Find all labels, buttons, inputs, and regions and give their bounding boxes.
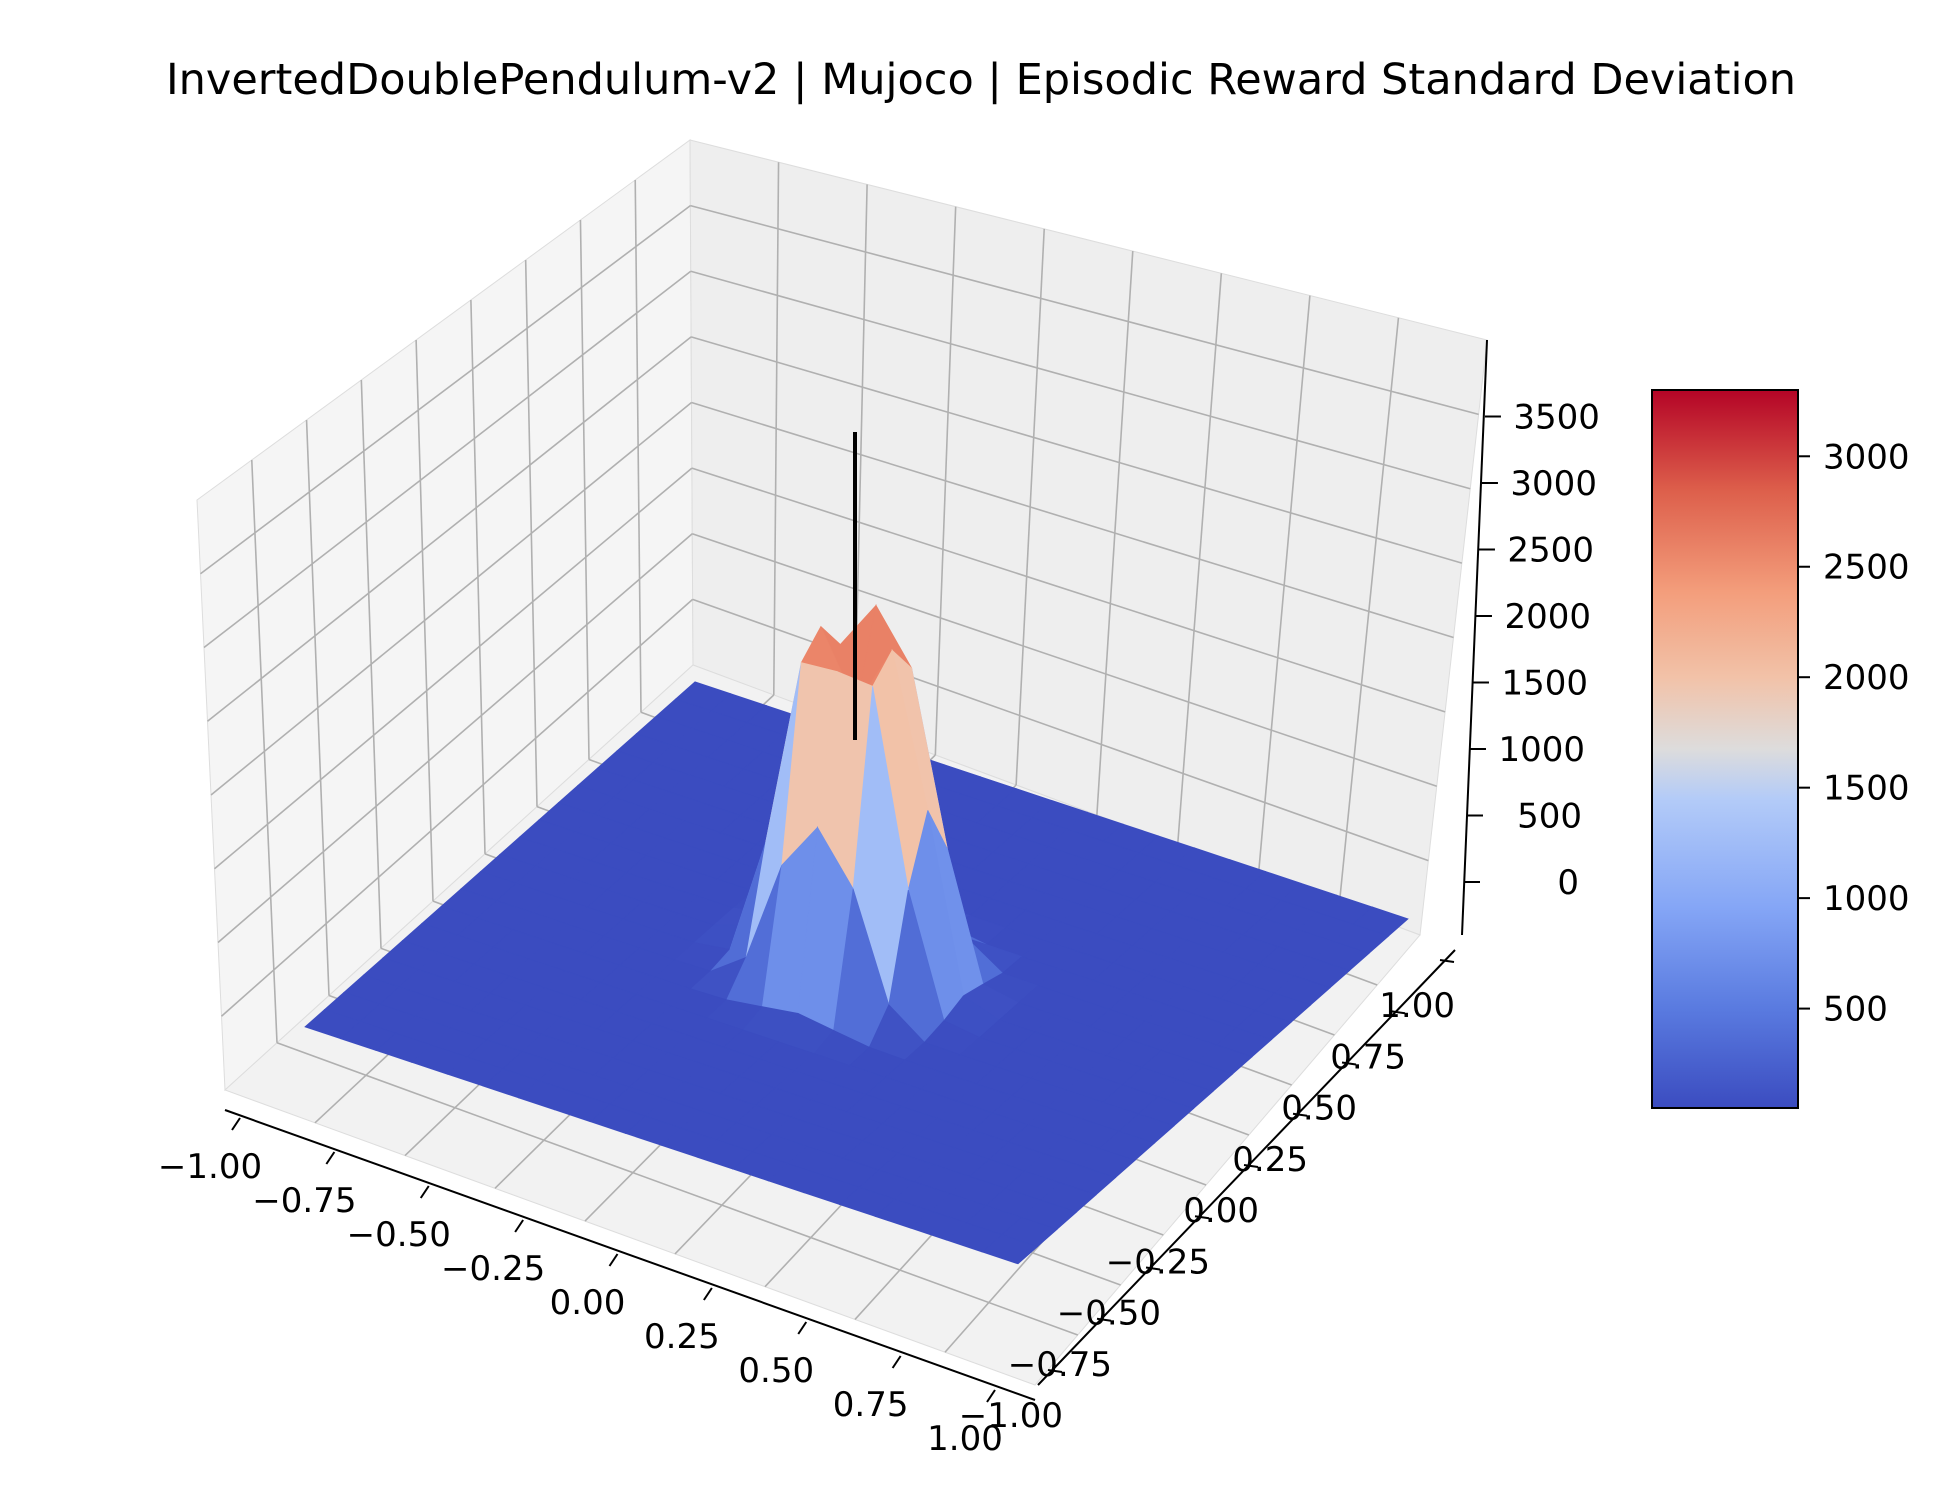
colorbar-tick-label: 2500	[1823, 548, 1910, 588]
z-tick-label: 0	[1557, 863, 1579, 903]
grid-line	[210, 401, 693, 796]
z-axis-ticks: 0 500 1000 1500 2000 2500 3000 3500	[1464, 398, 1600, 903]
x-tick-label: −0.75	[252, 1181, 356, 1221]
grid-line	[276, 1042, 1079, 1336]
y-tick-mark	[1243, 1164, 1259, 1168]
y-tick-label: 0.50	[1281, 1089, 1357, 1129]
grid-line	[217, 533, 693, 944]
z-tick-label: 2000	[1504, 597, 1591, 637]
y-tick-label: 0.25	[1232, 1140, 1308, 1180]
y-tick-mark	[1439, 959, 1455, 963]
colorbar-tick-label: 2000	[1823, 658, 1910, 698]
y-tick-label: 0.75	[1330, 1037, 1406, 1077]
y-tick-label: 1.00	[1379, 986, 1455, 1026]
x-tick-mark	[986, 1389, 996, 1403]
grid-line	[690, 336, 1463, 564]
z-tick-label: 500	[1517, 797, 1582, 837]
colorbar-tick-label: 1500	[1823, 769, 1910, 809]
colorbar-tick-label: 500	[1823, 990, 1888, 1030]
grid-line	[690, 270, 1471, 490]
x-tick-mark	[514, 1219, 524, 1233]
colorbar: 500 1000 1500 2000 2500 3000	[1651, 389, 1910, 1109]
surface-patch	[981, 1234, 1039, 1265]
grid-line	[691, 532, 1438, 788]
x-tick-label: 1.00	[927, 1419, 1003, 1459]
x-tick-label: 0.00	[550, 1283, 626, 1323]
y-tick-label: −0.50	[1057, 1294, 1161, 1334]
y-tick-label: −1.00	[959, 1396, 1063, 1436]
x-tick-label: −0.50	[347, 1215, 451, 1255]
x-tick-label: −0.25	[441, 1249, 545, 1289]
y-tick-mark	[1390, 1010, 1406, 1015]
z-tick-label: 1500	[1501, 664, 1588, 704]
x-axis-line	[224, 1109, 1036, 1401]
z-tick-label: 2500	[1507, 531, 1594, 571]
x-tick-label: 0.25	[644, 1317, 720, 1357]
z-tick-label: 3500	[1513, 398, 1600, 438]
x-tick-mark	[703, 1287, 713, 1301]
z-tick-label: 3000	[1510, 464, 1597, 504]
z-tick-label: 1000	[1498, 730, 1585, 770]
x-tick-label: 0.50	[738, 1351, 814, 1391]
grid-line	[691, 401, 1454, 639]
y-tick-mark	[1145, 1266, 1161, 1271]
x-tick-mark	[797, 1321, 808, 1335]
chart-title: InvertedDoublePendulum-v2 | Mujoco | Epi…	[166, 55, 1796, 105]
grid-line	[220, 598, 694, 1017]
x-tick-mark	[325, 1151, 336, 1165]
grid-line	[200, 204, 691, 575]
axes-3d: −1.00−0.75−0.50−0.250.000.250.500.751.00…	[158, 139, 1600, 1459]
x-tick-label: 0.75	[833, 1385, 909, 1425]
y-tick-mark	[1096, 1317, 1112, 1322]
y-axis-ticks: −1.00 −0.75 −0.50 −0.25 0.00 0.25 0.50 0.75 1.00	[959, 959, 1455, 1436]
colorbar-tick-label: 1000	[1823, 879, 1910, 919]
y-tick-mark	[1047, 1369, 1063, 1373]
y-tick-label: −0.25	[1106, 1242, 1210, 1282]
grid-line	[207, 336, 692, 722]
x-tick-mark	[608, 1253, 619, 1267]
x-tick-label: −1.00	[158, 1147, 262, 1187]
grid-line	[203, 270, 692, 649]
grid-line	[213, 467, 693, 870]
x-axis-ticks: −1.00−0.75−0.50−0.250.00 0.25 0.50 0.75 1.00	[158, 1117, 1003, 1459]
grid-line	[691, 467, 1446, 713]
grid-line	[690, 204, 1479, 416]
x-tick-mark	[419, 1185, 430, 1199]
z-axis-line	[1461, 339, 1488, 936]
colorbar-gradient	[1651, 389, 1799, 1109]
y-axis-line	[1037, 949, 1456, 1386]
x-tick-mark	[231, 1117, 241, 1131]
surface-plot	[304, 604, 1409, 1265]
colorbar-tick-label: 3000	[1823, 437, 1910, 477]
y-tick-label: −0.75	[1008, 1345, 1112, 1385]
x-tick-mark	[891, 1355, 902, 1369]
y-tick-mark	[1341, 1061, 1357, 1066]
y-tick-label: 0.00	[1183, 1191, 1259, 1231]
y-tick-mark	[1292, 1112, 1308, 1117]
colorbar-ticks: 500 1000 1500 2000 2500 3000	[1798, 437, 1910, 1030]
y-tick-mark	[1194, 1215, 1210, 1220]
